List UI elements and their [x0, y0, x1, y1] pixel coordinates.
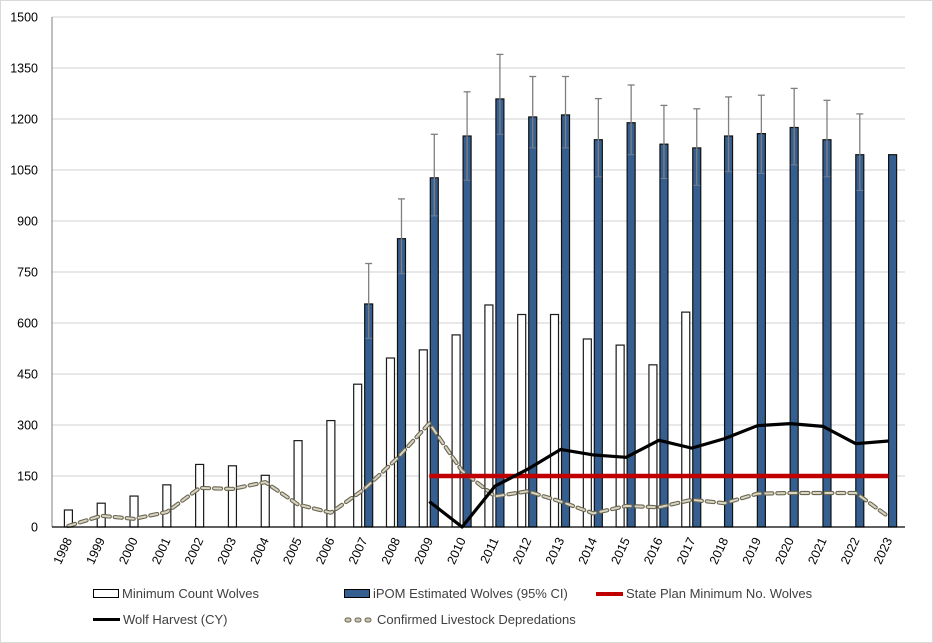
error-bars	[365, 53, 864, 339]
y-tick-label: 750	[17, 266, 38, 280]
x-tick-label: 2005	[280, 535, 304, 566]
x-tick-label: 2007	[346, 535, 370, 566]
x-tick-label: 2018	[707, 535, 731, 566]
bar-minimum-count-2000	[129, 495, 139, 528]
legend-label-ipom: iPOM Estimated Wolves (95% CI)	[373, 586, 568, 601]
bar-ipom-2014	[593, 139, 603, 528]
x-tick-label: 2023	[871, 535, 895, 566]
legend-item-state-plan: State Plan Minimum No. Wolves	[596, 586, 812, 601]
legend-item-ipom: iPOM Estimated Wolves (95% CI)	[344, 586, 568, 601]
bars	[63, 98, 898, 528]
legend-swatch-minimum-count	[93, 589, 119, 598]
legend-label-depredations: Confirmed Livestock Depredations	[377, 612, 576, 627]
x-tick-label: 2015	[608, 535, 632, 566]
legend-item-wolf-harvest: Wolf Harvest (CY)	[93, 612, 228, 627]
bar-ipom-2023	[887, 154, 898, 528]
x-tick-label: 2012	[510, 535, 534, 566]
x-tick-label: 2004	[248, 535, 272, 566]
bar-minimum-count-2002	[195, 463, 205, 528]
legend-swatch-state-plan	[596, 591, 623, 596]
axes	[51, 17, 905, 528]
legend-label-state-plan: State Plan Minimum No. Wolves	[626, 586, 813, 601]
x-tick-label: 2019	[740, 535, 764, 566]
bar-minimum-count-2013	[549, 313, 560, 528]
bar-ipom-2018	[723, 135, 734, 528]
x-tick-label: 2000	[116, 535, 140, 566]
x-tick-label: 2002	[182, 535, 206, 566]
bar-ipom-2021	[822, 139, 832, 528]
x-tick-label: 2016	[641, 535, 665, 566]
y-tick-label: 300	[17, 419, 38, 433]
x-tick-label: 2013	[543, 535, 567, 566]
x-tick-label: 2008	[379, 535, 403, 566]
y-axis-tick-labels: 0 150 300 450 600 750 900 1050 1200 1350 1500	[10, 11, 38, 535]
x-tick-label: 2020	[772, 535, 796, 566]
bar-minimum-count-2008	[385, 357, 396, 528]
x-tick-label: 2011	[478, 535, 502, 565]
bar-ipom-2008	[396, 238, 407, 528]
bar-ipom-2011	[495, 98, 505, 528]
x-tick-label: 1999	[83, 535, 107, 566]
bar-minimum-count-2001	[162, 484, 172, 528]
x-tick-label: 2006	[313, 535, 337, 566]
x-tick-label: 2021	[805, 535, 829, 566]
bar-minimum-count-2005	[293, 440, 303, 528]
x-tick-label: 2001	[149, 535, 173, 566]
legend-item-minimum-count: Minimum Count Wolves	[93, 586, 259, 601]
y-tick-label: 1350	[10, 62, 38, 76]
y-tick-label: 1050	[10, 164, 38, 178]
legend-swatch-ipom	[344, 589, 370, 598]
x-tick-label: 2017	[674, 535, 698, 566]
bar-ipom-2013	[560, 114, 571, 528]
x-tick-label: 2014	[576, 535, 600, 566]
legend-swatch-depredations	[344, 617, 372, 622]
bar-minimum-count-2012	[517, 313, 527, 528]
bar-minimum-count-2015	[615, 344, 625, 528]
y-tick-label: 1500	[10, 11, 38, 25]
bar-ipom-2015	[626, 122, 636, 528]
bar-minimum-count-2009	[418, 349, 428, 528]
y-tick-label: 0	[31, 521, 38, 535]
bar-minimum-count-2010	[451, 334, 461, 528]
y-tick-label: 450	[17, 368, 38, 382]
x-tick-label: 2003	[215, 535, 239, 566]
x-tick-label: 2009	[412, 535, 436, 566]
legend-item-depredations: Confirmed Livestock Depredations	[344, 612, 576, 627]
series-lines	[66, 421, 891, 529]
y-tick-label: 1200	[10, 113, 38, 127]
y-tick-label: 150	[17, 470, 38, 484]
y-tick-label: 900	[17, 215, 38, 229]
x-tick-label: 2022	[838, 535, 862, 566]
bar-minimum-count-2003	[227, 465, 238, 528]
bar-minimum-count-2017	[681, 311, 691, 528]
y-tick-label: 600	[17, 317, 38, 331]
bar-ipom-2022	[855, 154, 865, 528]
x-tick-label: 1998	[51, 535, 75, 566]
bar-ipom-2020	[789, 126, 799, 528]
line-depredations	[67, 422, 890, 527]
x-axis-tick-labels: 1998 1999 2000 2001 2002 2003 2004 2005 2006 2007…	[51, 535, 896, 566]
bar-ipom-2016	[659, 143, 669, 528]
legend-label-wolf-harvest: Wolf Harvest (CY)	[123, 612, 228, 627]
legend-swatch-wolf-harvest	[93, 618, 120, 621]
x-tick-label: 2010	[444, 535, 468, 566]
bar-minimum-count-2007	[353, 383, 363, 528]
bar-ipom-2010	[462, 135, 472, 528]
gridlines	[52, 16, 905, 477]
line-wolf-harvest	[428, 422, 889, 529]
bar-minimum-count-2014	[582, 338, 592, 528]
bar-ipom-2019	[756, 133, 766, 528]
legend-label-minimum-count: Minimum Count Wolves	[122, 586, 260, 601]
bar-ipom-2017	[692, 147, 702, 528]
